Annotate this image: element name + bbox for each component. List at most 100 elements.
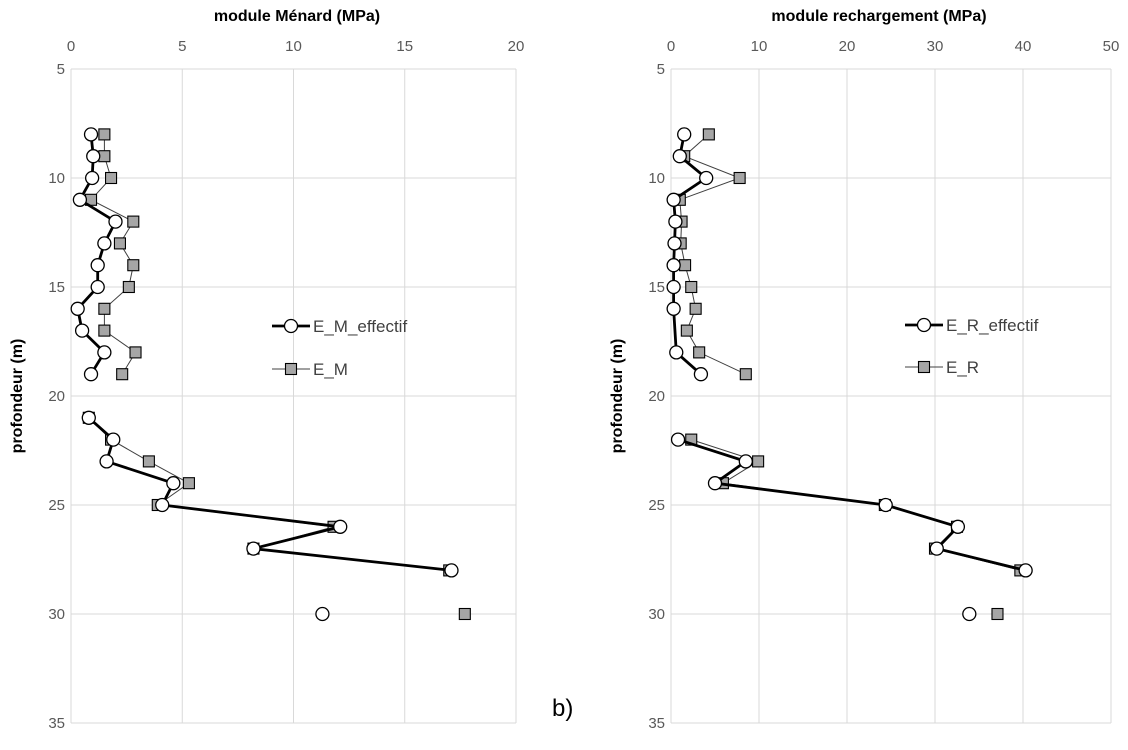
series-line <box>672 134 709 376</box>
x-axis-title: module Ménard (MPa) <box>214 8 380 25</box>
legend-label: E_M_effectif <box>313 317 407 336</box>
data-point <box>738 454 753 469</box>
legend-marker <box>284 362 298 376</box>
data-point <box>752 455 765 468</box>
series-line <box>679 134 747 375</box>
series-line <box>87 416 452 572</box>
data-point <box>99 454 114 469</box>
legend-label: E_M <box>313 360 348 379</box>
y-tick-label: 10 <box>48 170 65 187</box>
data-point <box>122 280 135 294</box>
data-point <box>84 170 100 186</box>
data-point <box>666 192 681 207</box>
data-point <box>113 237 126 250</box>
legend-marker <box>917 360 931 374</box>
data-point <box>991 607 1004 621</box>
data-point <box>333 519 348 534</box>
y-tick-label: 25 <box>648 497 665 514</box>
data-point <box>680 324 693 337</box>
data-point <box>127 215 140 228</box>
data-point <box>666 301 681 316</box>
x-tick-label: 20 <box>508 38 525 55</box>
data-point <box>74 323 90 338</box>
x-tick-label: 10 <box>751 38 768 55</box>
data-point <box>72 192 88 207</box>
data-point <box>98 302 111 315</box>
data-point <box>739 368 752 381</box>
x-tick-label: 20 <box>839 38 856 55</box>
data-point <box>666 258 681 273</box>
chart-panel-rechargement: 0 10 20 30 40 50 5 10 15 20 25 30 35 module rechargem… <box>609 8 1119 732</box>
data-point <box>677 127 692 142</box>
data-point <box>105 171 118 185</box>
data-point <box>90 279 105 295</box>
data-point <box>86 149 101 164</box>
y-tick-label: 30 <box>48 606 65 623</box>
data-point <box>950 519 966 534</box>
data-point <box>182 477 195 490</box>
data-point <box>246 541 261 556</box>
legend-label: E_R_effectif <box>946 316 1039 335</box>
data-point <box>666 279 681 295</box>
data-point <box>667 236 682 251</box>
y-axis-title: profondeur (m) <box>609 339 626 454</box>
data-point <box>83 367 99 382</box>
legend-marker <box>916 317 932 333</box>
data-point <box>127 259 140 272</box>
legend-entry: E_R <box>905 358 979 377</box>
x-tick-label: 30 <box>927 38 944 55</box>
series-E_R_effectif <box>666 127 1033 622</box>
x-tick-label: 10 <box>285 38 302 55</box>
y-tick-label: 20 <box>648 388 665 405</box>
data-point <box>98 324 111 337</box>
x-tick-label: 50 <box>1103 38 1120 55</box>
data-point <box>685 280 698 294</box>
data-point <box>97 236 112 251</box>
data-point <box>98 150 111 163</box>
data-point <box>142 455 155 468</box>
legend-marker <box>283 318 299 334</box>
x-axis-title: module rechargement (MPa) <box>771 8 986 25</box>
data-point <box>444 563 459 578</box>
data-point <box>90 258 105 273</box>
y-tick-label: 15 <box>648 279 665 296</box>
data-point <box>699 170 714 186</box>
data-point <box>458 607 471 621</box>
data-point <box>962 606 977 622</box>
y-tick-label: 35 <box>48 715 65 732</box>
y-tick-label: 25 <box>48 497 65 514</box>
data-point <box>166 476 181 491</box>
data-point <box>679 259 692 272</box>
series-line <box>90 134 137 375</box>
y-axis-title: profondeur (m) <box>9 339 26 454</box>
data-point <box>878 497 893 513</box>
panel-label: b) <box>552 695 573 722</box>
data-point <box>97 345 112 360</box>
data-point <box>693 367 709 382</box>
data-point <box>108 214 123 229</box>
series-line <box>88 417 450 571</box>
data-point <box>689 302 702 315</box>
data-point <box>929 541 944 556</box>
data-point <box>83 127 99 142</box>
legend-entry: E_R_effectif <box>905 316 1039 335</box>
x-tick-label: 40 <box>1015 38 1032 55</box>
data-point <box>693 346 706 359</box>
y-tick-label: 5 <box>657 61 665 78</box>
data-point <box>98 128 111 141</box>
y-tick-label: 20 <box>48 388 65 405</box>
x-tick-label: 5 <box>178 38 186 55</box>
y-tick-label: 35 <box>648 715 665 732</box>
x-tick-label: 15 <box>396 38 413 55</box>
series-line <box>76 134 118 375</box>
data-point <box>315 606 330 622</box>
data-point <box>106 432 121 447</box>
x-tick-label: 0 <box>67 38 75 55</box>
data-point <box>733 171 746 185</box>
data-point <box>669 345 684 360</box>
y-tick-label: 5 <box>57 61 65 78</box>
series-E_M_effectif <box>70 127 459 622</box>
data-point <box>702 128 715 141</box>
